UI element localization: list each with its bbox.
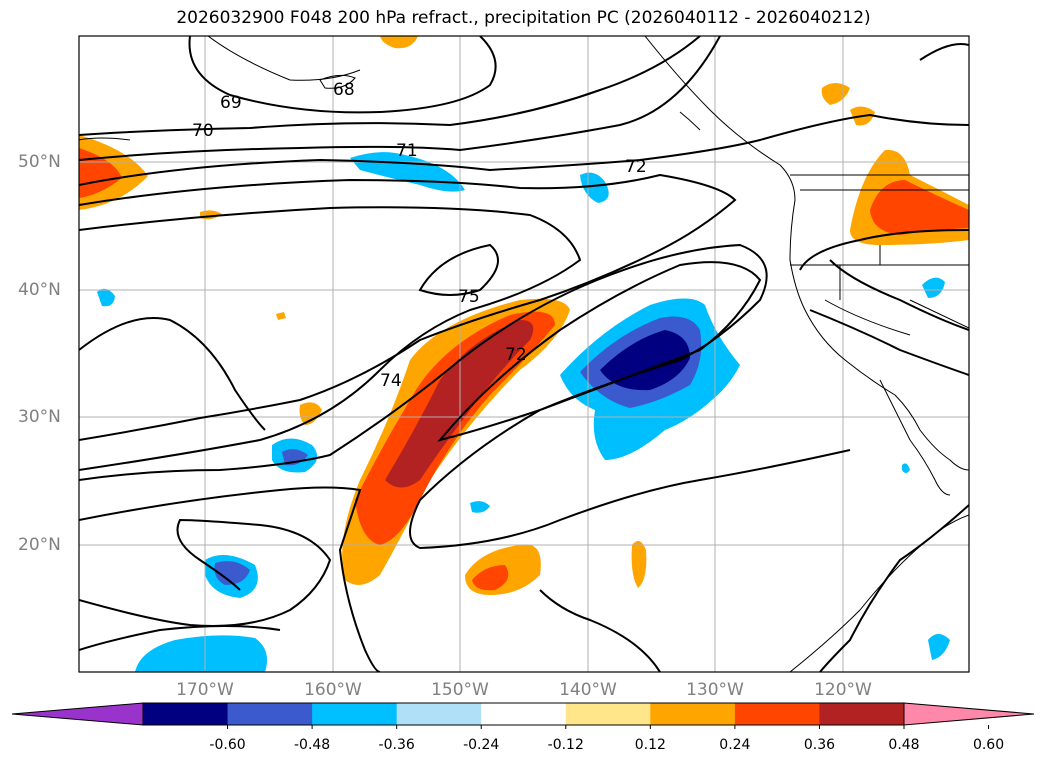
colorbar-segment: [143, 703, 229, 725]
contour-label: 75: [458, 287, 480, 307]
colorbar-segment: [819, 703, 905, 725]
colorbar: [11, 702, 1035, 729]
colorbar-segment: [650, 703, 736, 725]
lon-label: 150°W: [431, 680, 489, 700]
colorbar-segment: [312, 703, 398, 725]
colorbar-segment: [481, 703, 567, 725]
lon-label: 120°W: [814, 680, 872, 700]
coastlines: [79, 36, 969, 672]
colorbar-tick-label: 0.60: [972, 737, 1005, 753]
colorbar-tick-label: 0.12: [634, 737, 666, 753]
map-title: 2026032900 F048 200 hPa refract., precip…: [176, 8, 871, 28]
map-frame: [78, 35, 970, 673]
lon-label: 140°W: [559, 680, 617, 700]
graticule: [79, 36, 969, 672]
colorbar-tick-label: -0.24: [463, 737, 500, 753]
colorbar-tick-label: 0.24: [719, 737, 751, 753]
colorbar-tick-label: -0.12: [547, 737, 584, 753]
refractivity-contours: [79, 36, 969, 672]
colorbar-tick-label: 0.48: [888, 737, 920, 753]
colorbar-segment: [734, 703, 820, 725]
lon-label: 160°W: [304, 680, 362, 700]
lat-label: 20°N: [18, 535, 61, 555]
lat-label: 50°N: [18, 152, 61, 172]
contour-label: 70: [192, 121, 214, 141]
colorbar-extend-low: [11, 702, 144, 726]
lat-label: 40°N: [18, 280, 61, 300]
contour-label: 69: [220, 93, 242, 113]
colorbar-segment: [396, 703, 482, 725]
colorbar-tick-label: -0.60: [209, 737, 246, 753]
colorbar-extend-high: [903, 702, 1035, 726]
lon-label: 170°W: [176, 680, 234, 700]
contour-label: 72: [505, 345, 527, 365]
contour-label: 71: [396, 141, 418, 161]
contour-labels: 69 70 71 72 72 74 75 68: [192, 80, 647, 391]
contour-label: 74: [380, 371, 402, 391]
colorbar-segment: [565, 703, 651, 725]
colorbar-segment: [227, 703, 313, 725]
colorbar-tick-label: 0.36: [803, 737, 836, 753]
colorbar-tick-label: -0.36: [378, 737, 415, 753]
contour-label: 68: [333, 80, 355, 100]
colorbar-tick-label: -0.48: [293, 737, 331, 753]
contour-label: 72: [625, 157, 647, 177]
lat-label: 30°N: [18, 407, 61, 427]
lon-label: 130°W: [686, 680, 744, 700]
